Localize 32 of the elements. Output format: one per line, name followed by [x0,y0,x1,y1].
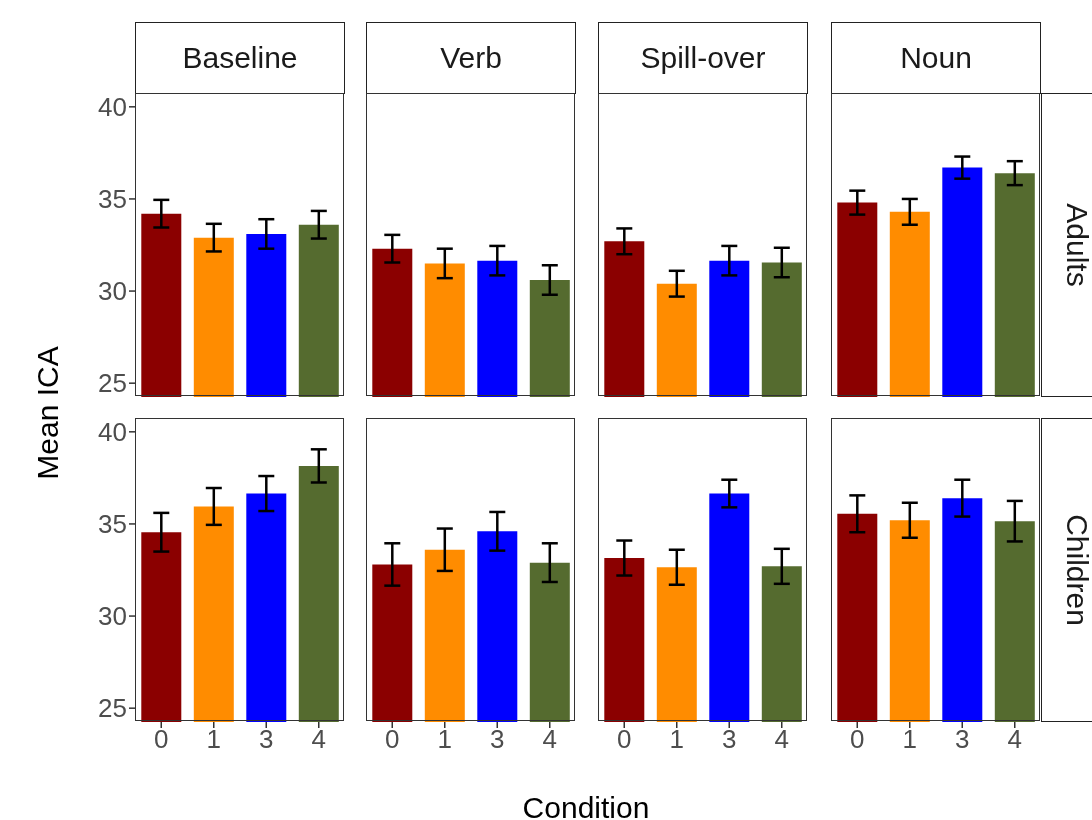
y-tick-label: 30 [98,276,127,307]
x-tick-label: 4 [774,724,789,755]
x-tick-label: 3 [259,724,274,755]
chart-title: Baseline [135,22,345,94]
x-tick-label: 4 [1007,724,1022,755]
x-axis-title: Condition [522,791,650,820]
chart-title: Spill-over [598,22,808,94]
x-tick-label: 3 [955,724,970,755]
y-tick-label: 25 [98,368,127,399]
y-axis-title: Mean ICA [31,346,65,480]
x-tick-label: 1 [206,724,221,755]
x-tick-label: 4 [311,724,326,755]
x-tick-label: 1 [902,724,917,755]
x-tick-label: 4 [542,724,557,755]
x-tick-label: 0 [154,724,169,755]
chart-title: Verb [366,22,576,94]
y-tick-label: 30 [98,601,127,632]
y-tick-label: 35 [98,184,127,215]
x-tick-label: 1 [437,724,452,755]
x-tick-label: 3 [490,724,505,755]
chart-title: Noun [831,22,1041,94]
x-tick-label: 1 [669,724,684,755]
x-tick-label: 3 [722,724,737,755]
text: Children [1060,514,1092,626]
x-tick-label: 0 [850,724,865,755]
y-tick-label: 40 [98,417,127,448]
y-tick-label: 40 [98,92,127,123]
y-tick-label: 35 [98,509,127,540]
y-tick-label: 25 [98,693,127,724]
x-tick-label: 0 [617,724,632,755]
x-tick-label: 0 [385,724,400,755]
text: Adults [1060,203,1092,287]
